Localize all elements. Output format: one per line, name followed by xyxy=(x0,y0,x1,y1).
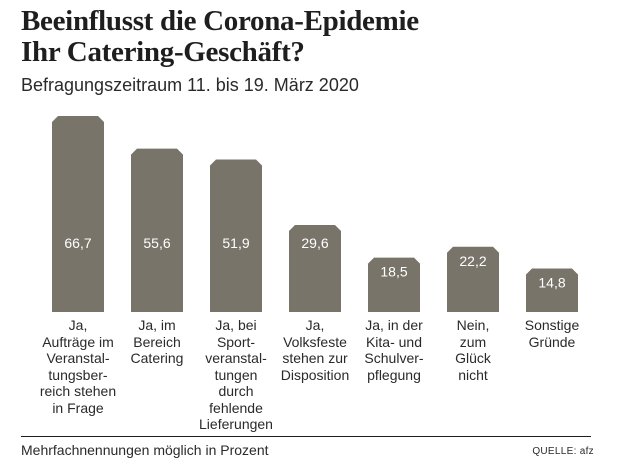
category-label-3: Ja, bei Sport-veranstal-tungen durch fehlen… xyxy=(194,317,278,433)
category-label-line: Volksfeste xyxy=(283,333,347,350)
category-label-line: Gründe xyxy=(528,333,576,350)
category-label-line: Disposition xyxy=(280,366,350,383)
category-label-line: Ja, xyxy=(68,317,88,333)
category-label-line: fehlende xyxy=(209,399,263,416)
category-label-line: reich stehen xyxy=(39,383,117,399)
category-label-line: Sport- xyxy=(216,333,256,350)
title-line-2: Ihr Catering-Geschäft? xyxy=(21,36,305,68)
category-label-6: Nein, zum Glück nicht xyxy=(431,317,515,383)
category-label-line: zum xyxy=(459,333,487,350)
value-label-2: 55,6 xyxy=(143,235,170,251)
bar-2 xyxy=(131,148,183,312)
category-label-line: Ja, xyxy=(305,317,325,333)
value-label-6: 22,2 xyxy=(459,253,486,269)
category-label-line: Ja, in der xyxy=(365,317,423,333)
chart-title: Beeinflusst die Corona-Epidemie Ihr Cate… xyxy=(21,6,611,68)
category-label-4: Ja, Volksfeste stehen zur Disposition xyxy=(273,317,357,383)
category-label-line: nicht xyxy=(458,366,488,383)
category-label-line: Aufträge im xyxy=(42,333,114,350)
category-label-line: Lieferungen xyxy=(199,416,273,432)
title-line-1: Beeinflusst die Corona-Epidemie xyxy=(21,5,419,37)
category-label-line: veranstal- xyxy=(205,350,267,366)
category-label-line: stehen zur xyxy=(282,350,348,366)
bar-1 xyxy=(52,116,104,312)
value-label-7: 14,8 xyxy=(538,275,565,291)
category-label-line: Kita- und xyxy=(365,333,423,350)
category-label-line: Ja, im xyxy=(138,317,176,333)
category-label-line: Schulver- xyxy=(364,350,424,366)
category-label-line: pflegung xyxy=(367,366,421,383)
footer-divider xyxy=(21,436,591,437)
value-label-5: 18,5 xyxy=(380,264,407,280)
bar-6 xyxy=(447,246,499,312)
category-label-line: durch xyxy=(218,383,254,399)
category-label-5: Ja, in der Kita- und Schulver-pflegung xyxy=(352,317,436,383)
category-label-line: Sonstige xyxy=(524,317,580,333)
value-label-1: 66,7 xyxy=(64,235,91,251)
bar-5 xyxy=(368,257,420,312)
category-label-line: Catering xyxy=(130,350,184,366)
category-label-line: tungsber- xyxy=(48,366,108,383)
category-label-line: Veranstal- xyxy=(46,350,110,366)
value-label-3: 51,9 xyxy=(222,235,249,251)
category-label-1: Ja, Aufträge im Veranstal-tungsber-reich s… xyxy=(36,317,120,416)
category-label-line: Bereich xyxy=(133,333,181,350)
category-label-line: Ja, bei xyxy=(215,317,257,333)
category-label-line: Glück xyxy=(455,350,491,366)
category-label-line: in Frage xyxy=(52,399,104,416)
value-label-4: 29,6 xyxy=(301,235,328,251)
category-label-line: Nein, xyxy=(456,317,490,333)
category-label-line: tungen xyxy=(214,366,258,383)
bar-3 xyxy=(210,159,262,312)
bar-7 xyxy=(526,268,578,312)
category-label-7: Sonstige Gründe xyxy=(510,317,594,350)
source-credit: QUELLE: afz xyxy=(532,446,594,457)
chart-subtitle: Befragungszeitraum 11. bis 19. März 2020 xyxy=(21,75,359,95)
category-label-2: Ja, im Bereich Catering xyxy=(115,317,199,367)
footnote: Mehrfachnennungen möglich in Prozent xyxy=(21,442,269,458)
bar-4 xyxy=(289,225,341,312)
